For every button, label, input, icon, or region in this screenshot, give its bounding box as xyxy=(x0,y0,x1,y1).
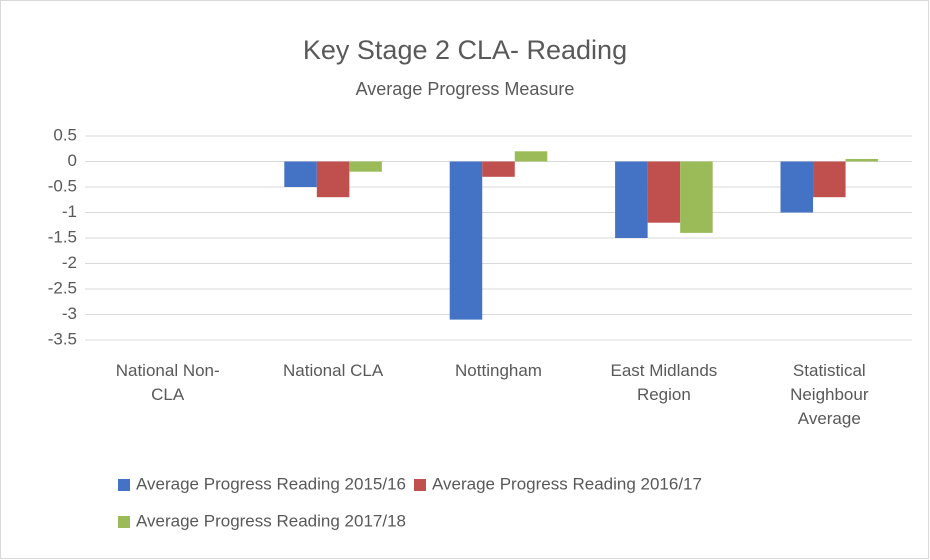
x-tick-label: National Non-CLA xyxy=(116,361,220,404)
legend-swatch xyxy=(118,516,130,528)
y-tick-label: 0.5 xyxy=(53,125,77,144)
y-tick-label: -3.5 xyxy=(48,329,77,348)
bar xyxy=(349,161,382,172)
bar xyxy=(316,161,350,198)
bar xyxy=(647,161,681,223)
bar xyxy=(284,161,317,187)
bar xyxy=(449,161,483,320)
y-tick-label: -3 xyxy=(62,304,77,323)
bar xyxy=(780,161,814,213)
bar xyxy=(615,161,648,238)
legend-swatch xyxy=(413,479,426,491)
x-tick-label: National CLA xyxy=(283,361,384,380)
y-tick-label: -2.5 xyxy=(48,278,77,297)
x-tick-label: Nottingham xyxy=(455,361,542,380)
legend-label: Average Progress Reading 2015/16 xyxy=(136,474,406,493)
bar xyxy=(813,161,846,198)
y-tick-label: -1.5 xyxy=(48,227,77,246)
chart-title: Key Stage 2 CLA- Reading xyxy=(303,35,627,65)
legend-label: Average Progress Reading 2017/18 xyxy=(136,511,406,530)
bar xyxy=(845,158,879,162)
y-tick-label: -1 xyxy=(62,202,77,221)
x-tick-label: Statistical Neighbour Average xyxy=(790,361,869,428)
legend-swatch xyxy=(118,479,130,491)
bar xyxy=(514,151,548,162)
bar xyxy=(482,161,515,177)
y-tick-label: 0 xyxy=(68,151,77,170)
bar xyxy=(680,161,713,233)
chart-subtitle: Average Progress Measure xyxy=(356,79,575,99)
y-tick-label: -0.5 xyxy=(48,176,77,195)
x-tick-label: East Midlands Region xyxy=(611,361,718,404)
y-tick-label: -2 xyxy=(62,253,77,272)
legend-label: Average Progress Reading 2016/17 xyxy=(432,474,702,493)
